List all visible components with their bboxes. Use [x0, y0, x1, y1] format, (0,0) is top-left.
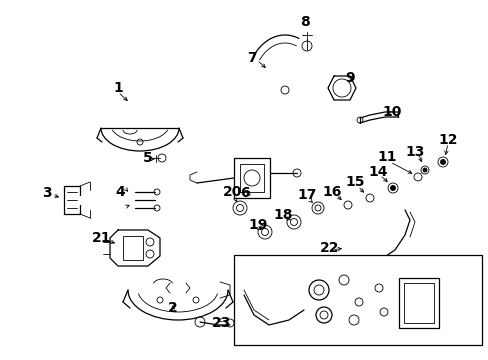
Text: 15: 15 [345, 175, 364, 189]
Text: 12: 12 [437, 133, 457, 147]
Bar [234, 255, 481, 345]
Text: 5: 5 [143, 151, 153, 165]
Text: 16: 16 [322, 185, 341, 199]
Text: 23: 23 [212, 316, 231, 330]
Text: 7: 7 [246, 51, 256, 65]
Circle shape [422, 168, 426, 172]
Text: 2: 2 [168, 301, 178, 315]
Text: 1: 1 [113, 81, 122, 95]
Text: 20: 20 [223, 185, 242, 199]
Circle shape [390, 185, 395, 190]
Text: 19: 19 [248, 218, 267, 232]
Text: 3: 3 [42, 186, 52, 200]
Text: 21: 21 [92, 231, 112, 245]
Text: 10: 10 [382, 105, 401, 119]
Text: 18: 18 [273, 208, 292, 222]
Bar [240, 164, 264, 192]
Text: 8: 8 [300, 15, 309, 29]
Text: 17: 17 [297, 188, 316, 202]
Circle shape [440, 159, 445, 165]
Text: 4: 4 [115, 185, 124, 199]
Text: 13: 13 [405, 145, 424, 159]
Text: 6: 6 [240, 186, 249, 200]
Text: 22: 22 [320, 241, 339, 255]
Bar [234, 158, 269, 198]
Text: 11: 11 [376, 150, 396, 164]
Bar [398, 278, 438, 328]
Text: 9: 9 [345, 71, 354, 85]
Bar [123, 236, 142, 260]
Bar [403, 283, 433, 323]
Text: 14: 14 [367, 165, 387, 179]
